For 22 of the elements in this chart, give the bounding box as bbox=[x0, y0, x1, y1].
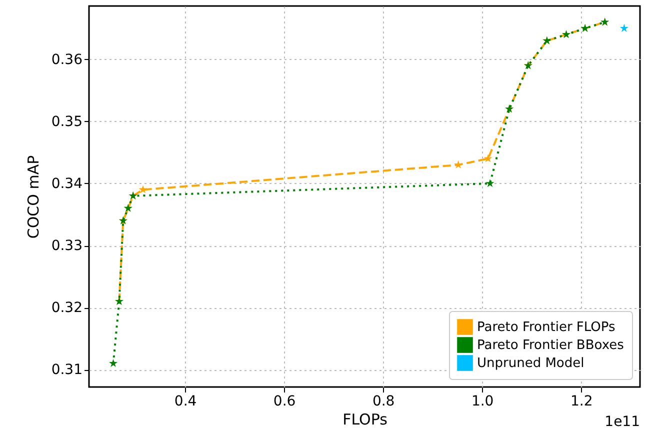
x-axis-title: FLOPs bbox=[342, 410, 388, 428]
y-tick-label: 0.32 bbox=[51, 300, 82, 316]
text: 1e11 bbox=[604, 414, 640, 430]
y-tick-label: 0.35 bbox=[51, 114, 82, 130]
point bbox=[484, 154, 492, 162]
x-tick-label: 0.8 bbox=[372, 394, 395, 410]
x-tick-label: 1.2 bbox=[570, 394, 593, 410]
x-tick-label: 0.4 bbox=[174, 394, 197, 410]
y-tick-label: 0.36 bbox=[51, 52, 83, 68]
y-tick-label: 0.34 bbox=[51, 176, 83, 192]
x-tick-label: 1.0 bbox=[471, 394, 494, 410]
y-tick-label: 0.33 bbox=[51, 238, 82, 254]
legend-label: Unpruned Model bbox=[477, 356, 584, 371]
legend-label: Pareto Frontier BBoxes bbox=[477, 338, 624, 353]
point bbox=[486, 178, 494, 188]
y-tick-label: 0.31 bbox=[51, 362, 82, 378]
point bbox=[620, 24, 628, 32]
y-axis-title: COCO mAP bbox=[24, 155, 42, 239]
point bbox=[109, 358, 118, 368]
point bbox=[138, 185, 148, 194]
x-tick-label: 0.6 bbox=[273, 394, 296, 410]
legend-label: Pareto Frontier FLOPs bbox=[477, 320, 616, 335]
